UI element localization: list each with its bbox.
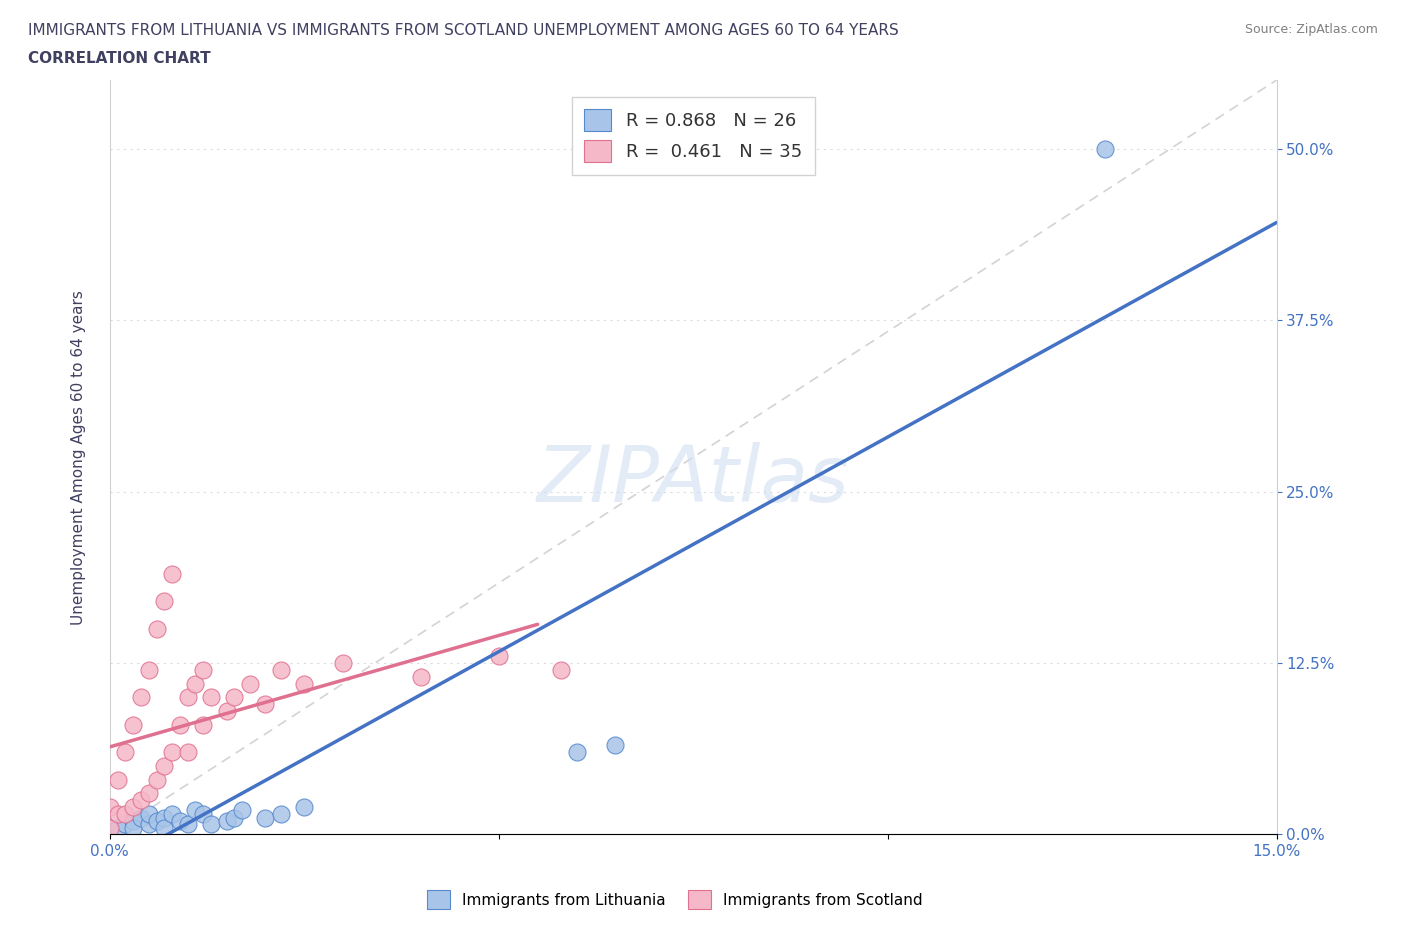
Point	[145, 772, 167, 787]
Point	[550, 662, 572, 677]
Point	[215, 704, 238, 719]
Text: ZIPAtlas: ZIPAtlas	[537, 442, 849, 518]
Point	[153, 759, 176, 774]
Point	[107, 772, 129, 787]
Point	[145, 621, 167, 636]
Text: Source: ZipAtlas.com: Source: ZipAtlas.com	[1244, 23, 1378, 36]
Text: CORRELATION CHART: CORRELATION CHART	[28, 51, 211, 66]
Point	[169, 717, 191, 732]
Legend: Immigrants from Lithuania, Immigrants from Scotland: Immigrants from Lithuania, Immigrants fr…	[420, 884, 929, 915]
Point	[98, 820, 121, 835]
Point	[160, 806, 183, 821]
Point	[145, 814, 167, 829]
Point	[114, 806, 136, 821]
Point	[193, 717, 215, 732]
Point	[114, 816, 136, 830]
Point	[224, 811, 246, 826]
Point	[153, 811, 176, 826]
Point	[138, 662, 160, 677]
Point	[98, 800, 121, 815]
Point	[98, 820, 121, 835]
Point	[176, 816, 198, 830]
Point	[224, 690, 246, 705]
Point	[122, 814, 145, 829]
Point	[114, 745, 136, 760]
Point	[292, 676, 315, 691]
Point	[122, 800, 145, 815]
Point	[270, 806, 292, 821]
Point	[129, 811, 152, 826]
Point	[292, 800, 315, 815]
Text: IMMIGRANTS FROM LITHUANIA VS IMMIGRANTS FROM SCOTLAND UNEMPLOYMENT AMONG AGES 60: IMMIGRANTS FROM LITHUANIA VS IMMIGRANTS …	[28, 23, 898, 38]
Point	[122, 717, 145, 732]
Point	[184, 803, 207, 817]
Point	[138, 806, 160, 821]
Point	[176, 745, 198, 760]
Point	[176, 690, 198, 705]
Point	[129, 690, 152, 705]
Point	[193, 806, 215, 821]
Point	[231, 803, 253, 817]
Point	[409, 670, 432, 684]
Point	[565, 745, 588, 760]
Point	[160, 566, 183, 581]
Y-axis label: Unemployment Among Ages 60 to 64 years: Unemployment Among Ages 60 to 64 years	[72, 290, 86, 625]
Point	[169, 814, 191, 829]
Point	[254, 697, 277, 711]
Point	[153, 820, 176, 835]
Point	[153, 594, 176, 609]
Point	[215, 814, 238, 829]
Point	[270, 662, 292, 677]
Point	[488, 649, 510, 664]
Point	[332, 656, 354, 671]
Point	[160, 745, 183, 760]
Point	[605, 737, 627, 752]
Point	[107, 806, 129, 821]
Point	[1094, 141, 1116, 156]
Point	[122, 820, 145, 835]
Point	[184, 676, 207, 691]
Point	[193, 662, 215, 677]
Point	[138, 816, 160, 830]
Point	[200, 816, 222, 830]
Point	[129, 792, 152, 807]
Point	[239, 676, 262, 691]
Point	[107, 820, 129, 835]
Point	[254, 811, 277, 826]
Legend: R = 0.868   N = 26, R =  0.461   N = 35: R = 0.868 N = 26, R = 0.461 N = 35	[572, 97, 814, 175]
Point	[138, 786, 160, 801]
Point	[200, 690, 222, 705]
